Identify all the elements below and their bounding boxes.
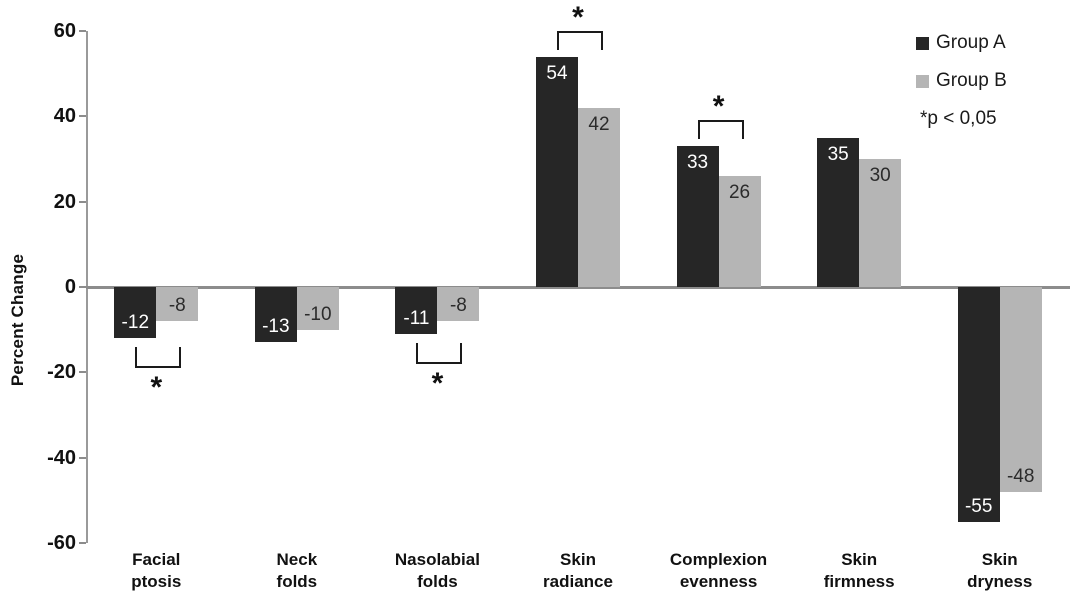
category-label-nasolabial-folds: Nasolabial folds xyxy=(362,549,512,593)
category-label-line: radiance xyxy=(543,572,613,591)
y-tick-label: 0 xyxy=(64,276,76,298)
bar-group-b-neck-folds: -10 xyxy=(296,287,339,330)
category-label-skin-radiance: Skin radiance xyxy=(503,549,653,593)
bar-group-a-complexion-evenness: 33 xyxy=(676,146,719,287)
category-label-line: evenness xyxy=(679,572,758,591)
y-tick-mark xyxy=(79,456,86,459)
bar-group-b-facial-ptosis: -8 xyxy=(156,287,199,322)
legend-swatch-group-a xyxy=(916,36,929,50)
category-label-skin-firmness: Skin firmness xyxy=(784,549,934,593)
y-tick-label: -20 xyxy=(47,361,76,384)
y-tick-label: -40 xyxy=(47,446,76,469)
bar-value-label: -48 xyxy=(1006,465,1035,487)
zero-baseline xyxy=(86,286,1070,289)
bar-group-a-neck-folds: -13 xyxy=(254,287,297,343)
bar-group-a-nasolabial-folds: -11 xyxy=(395,287,438,334)
significance-note: *p < 0,05 xyxy=(920,108,997,129)
legend-label-group-b: Group B xyxy=(936,70,1007,91)
sig-asterisk-complexion-evenness: * xyxy=(712,90,725,124)
category-label-line: folds xyxy=(417,572,458,591)
category-label-line: Neck xyxy=(276,550,318,569)
y-tick-mark xyxy=(79,542,86,544)
sig-asterisk-skin-radiance: * xyxy=(572,0,584,34)
sig-bracket-complexion-evenness xyxy=(697,120,744,140)
bar-value-label: -10 xyxy=(304,303,332,325)
category-label-line: dryness xyxy=(967,572,1033,591)
bar-value-label: -13 xyxy=(262,316,290,338)
bar-value-label: 33 xyxy=(686,152,709,174)
y-tick-label: 40 xyxy=(53,105,76,128)
bar-value-label: -55 xyxy=(964,495,993,517)
category-label-line: Skin xyxy=(841,550,878,569)
bar-group-b-complexion-evenness: 26 xyxy=(718,176,761,287)
bar-value-label: -11 xyxy=(403,307,430,329)
bar-group-b-skin-firmness: 30 xyxy=(859,159,902,287)
y-tick-mark xyxy=(79,286,86,288)
category-label-line: Complexion xyxy=(669,550,768,569)
y-tick-label: 20 xyxy=(53,190,76,213)
bar-value-label: 42 xyxy=(588,113,610,135)
category-label-line: Facial xyxy=(132,550,181,569)
legend: Group A Group B *p < 0,05 xyxy=(916,32,1046,130)
bar-value-label: 35 xyxy=(827,143,849,165)
y-tick-mark xyxy=(79,371,86,374)
category-label-line: Skin xyxy=(981,550,1018,569)
category-label-skin-dryness: Skin dryness xyxy=(925,549,1075,593)
legend-item-group-b: Group B xyxy=(916,70,1046,92)
bar-value-label: 26 xyxy=(728,182,751,204)
bar-group-a-skin-radiance: 54 xyxy=(536,56,578,287)
bar-group-a-skin-firmness: 35 xyxy=(817,137,860,287)
category-label-line: Nasolabial xyxy=(394,550,480,569)
category-label-line: ptosis xyxy=(131,572,182,591)
bar-value-label: -8 xyxy=(449,295,467,317)
bar-value-label: 30 xyxy=(869,165,891,186)
legend-item-group-a: Group A xyxy=(916,32,1046,54)
y-tick-label: -60 xyxy=(47,532,76,554)
y-tick-mark xyxy=(79,200,86,203)
category-label-neck-folds: Neck folds xyxy=(222,549,372,593)
category-label-line: firmness xyxy=(823,572,895,591)
bar-group-b-skin-radiance: 42 xyxy=(578,107,620,287)
y-tick-mark xyxy=(79,30,86,32)
y-tick-mark xyxy=(79,115,86,118)
bar-group-a-facial-ptosis: -12 xyxy=(114,287,157,339)
bar-group-b-nasolabial-folds: -8 xyxy=(437,287,480,322)
y-tick-label: 60 xyxy=(53,20,76,42)
bar-group-a-skin-dryness: -55 xyxy=(957,287,1000,522)
legend-label-group-a: Group A xyxy=(936,32,1006,53)
sig-asterisk-nasolabial-folds: * xyxy=(431,366,444,400)
bar-value-label: -8 xyxy=(168,295,186,317)
sig-bracket-skin-radiance xyxy=(557,30,603,50)
sig-bracket-nasolabial-folds xyxy=(416,342,463,364)
category-label-facial-ptosis: Facial ptosis xyxy=(81,549,231,593)
bar-value-label: -12 xyxy=(121,312,150,334)
sig-asterisk-facial-ptosis: * xyxy=(150,371,163,405)
category-label-line: Skin xyxy=(560,550,596,569)
bar-group-b-skin-dryness: -48 xyxy=(999,287,1042,492)
legend-swatch-group-b xyxy=(916,74,929,88)
category-label-line: folds xyxy=(276,572,318,591)
bar-value-label: 54 xyxy=(546,62,568,84)
sig-bracket-facial-ptosis xyxy=(135,347,182,369)
category-label-complexion-evenness: Complexion evenness xyxy=(644,549,794,593)
